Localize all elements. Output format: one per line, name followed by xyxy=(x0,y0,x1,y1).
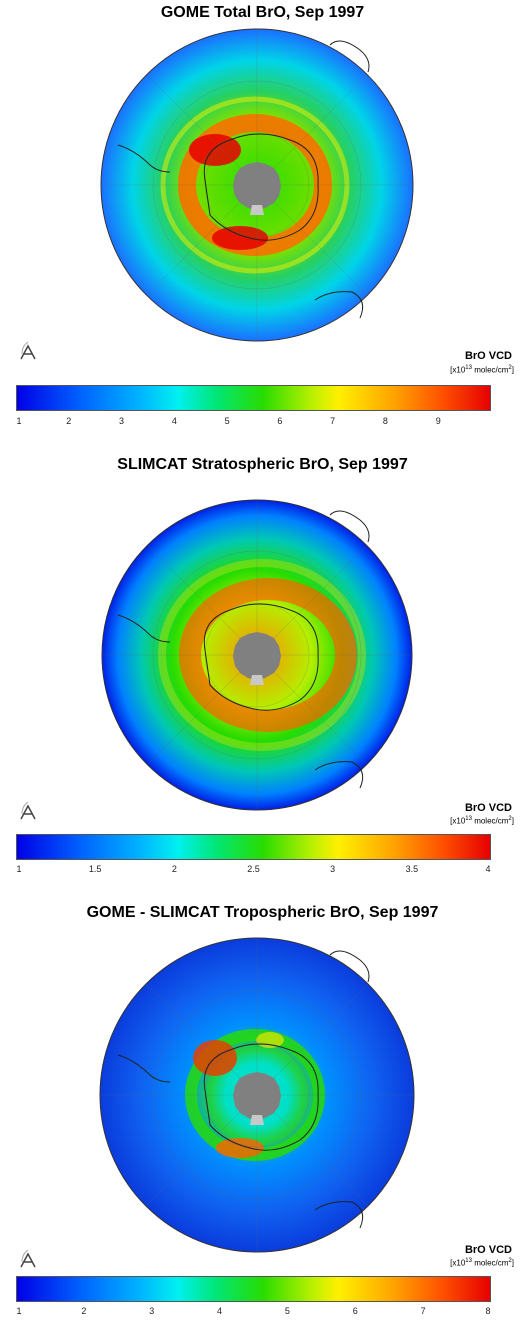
hotspot xyxy=(212,226,268,250)
coastline-africa xyxy=(329,950,370,983)
pole-mask xyxy=(233,162,281,210)
colorbar-title: BrO VCD xyxy=(464,1244,512,1256)
colorbar-tick-label: 3.5 xyxy=(405,864,419,874)
colorbar-tick-label: 1 xyxy=(16,1306,22,1316)
panel-title: GOME Total BrO, Sep 1997 xyxy=(160,4,365,21)
map-panel-stratospheric: SLIMCAT Stratospheric BrO, Sep 1997 xyxy=(0,440,525,880)
colorbar-tick-label: 1 xyxy=(16,416,22,426)
pole-notch xyxy=(250,1115,264,1125)
coastline-south-america xyxy=(117,144,171,173)
colorbar-tick-label: 8 xyxy=(382,416,388,426)
colorbar-tick-label: 3 xyxy=(119,416,125,426)
polar-map xyxy=(100,28,414,342)
colorbar-tick-label: 5 xyxy=(284,1306,290,1316)
colorbar-unit: [x1013 molec/cm2] xyxy=(450,1258,514,1268)
colorbar-tick-label: 4 xyxy=(217,1306,223,1316)
colorbar-ticks: 1 2 3 4 5 6 7 8 9 xyxy=(16,416,491,428)
colorbar-tick-label: 1.5 xyxy=(88,864,102,874)
logo-icon xyxy=(18,1248,38,1270)
pole-notch xyxy=(250,205,264,215)
pole-mask xyxy=(233,632,281,680)
panel-title: GOME - SLIMCAT Tropospheric BrO, Sep 199… xyxy=(86,904,439,921)
logo-icon xyxy=(18,340,38,362)
colorbar-tick-label: 7 xyxy=(420,1306,426,1316)
coastline-antarctica xyxy=(203,133,319,241)
colorbar-tick-label: 4 xyxy=(485,864,491,874)
colorbar-gradient xyxy=(16,834,491,860)
coastline-antarctica xyxy=(203,1043,319,1151)
colorbar-title: BrO VCD xyxy=(464,350,512,362)
colorbar-tick-label: 9 xyxy=(435,416,441,426)
map-panel-tropospheric: GOME - SLIMCAT Tropospheric BrO, Sep 199… xyxy=(0,880,525,1320)
pole-mask xyxy=(233,1072,281,1120)
colorbar-gradient xyxy=(16,1276,491,1302)
colorbar-tick-label: 2 xyxy=(81,1306,87,1316)
colorbar-title: BrO VCD xyxy=(464,802,512,814)
hotspot xyxy=(189,134,241,166)
colorbar-tick-label: 1 xyxy=(16,864,22,874)
coastline-antarctica xyxy=(203,603,319,711)
colorbar-tick-label: 7 xyxy=(330,416,336,426)
map-panel-total: GOME Total BrO, Sep 1997 xyxy=(0,0,525,440)
hotspot xyxy=(256,1032,284,1048)
colorbar-tick-label: 2 xyxy=(171,864,177,874)
colorbar-tick-label: 2.5 xyxy=(247,864,260,874)
polar-map xyxy=(101,499,413,811)
coastline-africa xyxy=(329,40,370,73)
polar-map xyxy=(99,937,415,1253)
coastline-australia xyxy=(314,761,364,789)
colorbar-tick-label: 5 xyxy=(224,416,230,426)
colorbar-ticks: 1 2 3 4 5 6 7 8 xyxy=(16,1306,491,1318)
colorbar-ticks: 1 1.5 2 2.5 3 3.5 4 xyxy=(16,864,491,876)
panel-title: SLIMCAT Stratospheric BrO, Sep 1997 xyxy=(117,456,408,473)
colorbar-unit: [x1013 molec/cm2] xyxy=(450,816,514,826)
colorbar-unit: [x1013 molec/cm2] xyxy=(450,365,514,375)
logo-icon xyxy=(18,800,38,822)
coastline-africa xyxy=(329,510,370,543)
coastline-australia xyxy=(314,291,364,319)
coastline-south-america xyxy=(117,1054,171,1083)
hotspot xyxy=(216,1138,264,1158)
colorbar-tick-label: 8 xyxy=(485,1306,491,1316)
colorbar: BrO VCD [x1013 molec/cm2] 1 2 3 4 5 6 7 8 xyxy=(14,1244,514,1320)
colorbar: BrO VCD [x1013 molec/cm2] 1 2 3 4 5 6 7 8 9 xyxy=(14,350,514,440)
colorbar-tick-label: 4 xyxy=(171,416,177,426)
pole-notch xyxy=(250,675,264,685)
coastline-australia xyxy=(314,1201,364,1229)
colorbar-tick-label: 6 xyxy=(277,416,283,426)
colorbar: BrO VCD [x1013 molec/cm2] 1 1.5 2 2.5 3 3.5 4 xyxy=(14,802,514,880)
colorbar-gradient xyxy=(16,385,491,411)
colorbar-tick-label: 3 xyxy=(330,864,336,874)
colorbar-tick-label: 6 xyxy=(352,1306,358,1316)
colorbar-tick-label: 3 xyxy=(149,1306,155,1316)
colorbar-tick-label: 2 xyxy=(66,416,72,426)
coastline-south-america xyxy=(117,614,171,643)
